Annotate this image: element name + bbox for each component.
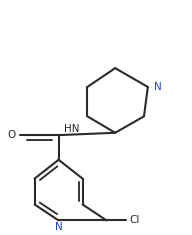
Text: O: O (7, 130, 15, 140)
Text: N: N (154, 82, 161, 92)
Text: HN: HN (64, 124, 79, 134)
Text: Cl: Cl (130, 215, 140, 225)
Text: N: N (55, 222, 62, 232)
